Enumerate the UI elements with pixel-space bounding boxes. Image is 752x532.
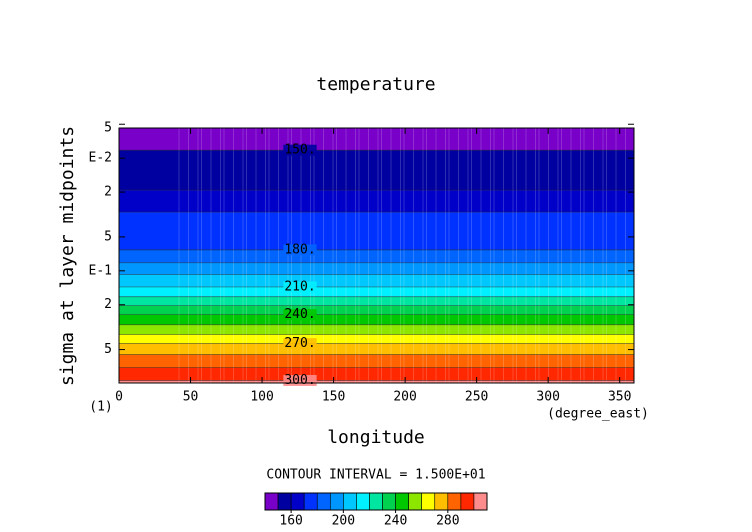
chart-title: temperature bbox=[316, 74, 435, 95]
contour-band bbox=[119, 343, 634, 355]
x-tick-label: 200 bbox=[393, 390, 416, 405]
contour-band bbox=[119, 305, 634, 315]
contour-label: 210. bbox=[284, 279, 315, 294]
y-factor: (1) bbox=[89, 400, 112, 415]
colorbar-box bbox=[434, 492, 449, 511]
y-tick-label: 5 bbox=[104, 229, 112, 244]
contour-band bbox=[119, 354, 634, 368]
y-tick-label: 2 bbox=[104, 185, 112, 200]
colorbar-tick-label: 200 bbox=[332, 514, 355, 529]
colorbar-box bbox=[408, 492, 423, 511]
colorbar-box bbox=[329, 492, 344, 511]
colorbar-box bbox=[343, 492, 357, 511]
contour-band bbox=[119, 128, 634, 151]
colorbar-box bbox=[421, 492, 436, 511]
contour-band bbox=[119, 274, 634, 287]
contour-band bbox=[119, 314, 634, 325]
contour-label-bg bbox=[283, 144, 317, 156]
colorbar-box bbox=[264, 492, 279, 511]
x-tick-label: 50 bbox=[183, 390, 199, 405]
contour-band bbox=[119, 296, 634, 306]
colorbar-box bbox=[303, 492, 318, 511]
colorbar-box bbox=[473, 492, 488, 511]
y-tick-label: 2 bbox=[104, 297, 112, 312]
x-unit: (degree_east) bbox=[547, 407, 649, 422]
contour-band bbox=[119, 150, 634, 191]
contour-band bbox=[119, 334, 634, 344]
colorbar-tick-label: 280 bbox=[436, 514, 459, 529]
contour-label: 270. bbox=[284, 336, 315, 351]
contour-label-bg bbox=[283, 374, 317, 386]
x-tick-label: 300 bbox=[536, 390, 559, 405]
contour-band bbox=[119, 367, 634, 381]
x-tick-label: 100 bbox=[250, 390, 273, 405]
contour-label: 150. bbox=[284, 143, 315, 158]
colorbar-box bbox=[460, 492, 475, 511]
contour-band bbox=[119, 190, 634, 213]
y-tick-label: E-1 bbox=[89, 263, 112, 278]
contour-label: 300. bbox=[284, 373, 315, 388]
colorbar-frame bbox=[264, 492, 488, 511]
contour-label: 240. bbox=[284, 307, 315, 322]
contour-label: 180. bbox=[284, 242, 315, 257]
colorbar-tick-label: 240 bbox=[384, 514, 407, 529]
colorbar-box bbox=[290, 492, 305, 511]
y-tick-label: 5 bbox=[104, 121, 112, 136]
colorbar-box bbox=[316, 492, 331, 511]
contour-label-bg bbox=[283, 244, 317, 256]
contour-band bbox=[119, 262, 634, 275]
contour-band bbox=[119, 324, 634, 335]
y-tick-label: E-2 bbox=[89, 151, 112, 166]
contour-interval: CONTOUR INTERVAL = 1.500E+01 bbox=[266, 468, 485, 483]
y-tick-label: 5 bbox=[104, 342, 112, 357]
contour-label-bg bbox=[283, 309, 317, 321]
contour-band bbox=[119, 212, 634, 250]
y-axis-label: sigma at layer midpoints bbox=[57, 126, 78, 386]
contour-band bbox=[119, 249, 634, 263]
x-tick-label: 350 bbox=[608, 390, 631, 405]
x-tick-label: 150 bbox=[322, 390, 345, 405]
contour-label-bg bbox=[283, 338, 317, 350]
colorbar-box bbox=[382, 492, 396, 511]
x-tick-label: 0 bbox=[115, 390, 123, 405]
colorbar-tick-label: 160 bbox=[279, 514, 302, 529]
x-axis-label: longitude bbox=[327, 427, 425, 448]
colorbar-box bbox=[277, 492, 292, 511]
contour-band bbox=[119, 380, 634, 383]
contour-band bbox=[119, 286, 634, 297]
colorbar-box bbox=[369, 492, 383, 511]
colorbar-box bbox=[447, 492, 462, 511]
colorbar-box bbox=[356, 492, 370, 511]
colorbar-box bbox=[395, 492, 409, 511]
contour-label-bg bbox=[283, 281, 317, 293]
x-tick-label: 250 bbox=[465, 390, 488, 405]
plot-frame bbox=[118, 127, 635, 384]
